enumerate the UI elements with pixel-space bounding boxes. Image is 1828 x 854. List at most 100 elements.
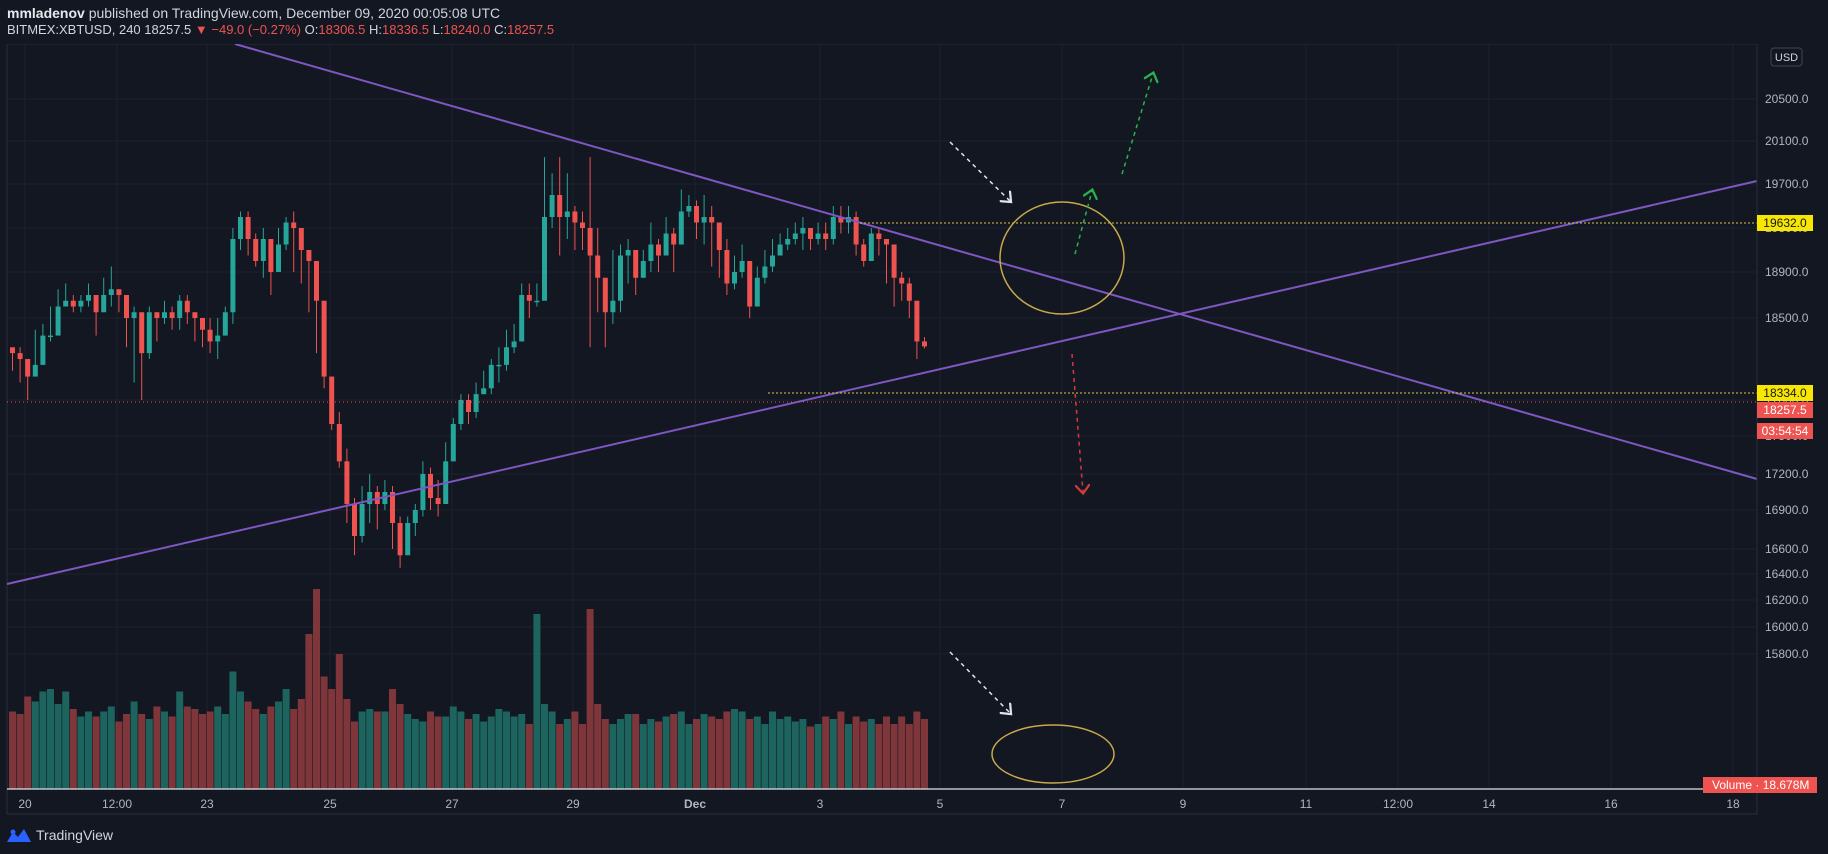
volume-bar xyxy=(191,709,199,789)
candle-body xyxy=(215,335,221,342)
volume-bar xyxy=(16,714,24,789)
candle-body xyxy=(542,217,547,301)
candle-body xyxy=(899,277,905,284)
volume-bar xyxy=(373,711,381,789)
volume-bar xyxy=(921,719,928,789)
candle-body xyxy=(101,295,107,313)
volume-label-bg xyxy=(1703,777,1817,793)
price-tags: 19632.0 18334.0 18257.5 03:54:54 USD Volume ·… xyxy=(1703,47,1817,793)
candle-body xyxy=(116,289,122,295)
volume-bar xyxy=(237,691,244,789)
candle-body xyxy=(792,233,798,239)
volume-bar xyxy=(731,709,738,789)
time-tick-label: 5 xyxy=(937,797,944,811)
time-tick-label: 3 xyxy=(817,797,824,811)
author-name[interactable]: mmladenov xyxy=(7,5,85,21)
candle-body xyxy=(694,206,699,223)
open-value: 18306.5 xyxy=(318,22,366,37)
currency-badge-bg[interactable] xyxy=(1770,47,1803,67)
candle-body xyxy=(306,250,312,261)
volume-bar xyxy=(39,691,47,789)
candle-body xyxy=(466,400,471,412)
candle-body xyxy=(633,250,639,278)
price-tag-resistance-bg xyxy=(1757,215,1813,231)
volume-bar xyxy=(563,719,571,789)
price-tag-last: 18257.5 xyxy=(1763,403,1807,417)
candle-body xyxy=(10,347,15,354)
candle-body xyxy=(564,211,570,217)
volume-bar xyxy=(282,689,290,789)
candle-body xyxy=(656,244,661,256)
candle-body xyxy=(450,424,456,462)
price-tick-label: 16600.0 xyxy=(1765,542,1809,556)
volume-bar xyxy=(366,709,374,789)
candle-body xyxy=(724,250,730,284)
volume-bar xyxy=(518,714,526,789)
footer xyxy=(0,818,1828,854)
candle-body xyxy=(131,312,137,318)
candle-body xyxy=(473,394,479,412)
price-ellipse xyxy=(999,201,1125,315)
volume-bar xyxy=(799,719,807,789)
price-tag-last-bg xyxy=(1757,402,1813,418)
volume-bar xyxy=(533,614,541,789)
volume-bar xyxy=(206,711,214,789)
candle-body xyxy=(770,255,775,267)
candle-body xyxy=(618,255,623,301)
tradingview-logo[interactable]: TradingView xyxy=(7,827,113,843)
price-chart[interactable]: 20500.020100.019700.019300.018900.018500… xyxy=(0,44,1828,818)
countdown-tag: 03:54:54 xyxy=(1762,424,1809,438)
candle-body xyxy=(572,211,578,223)
candle-body xyxy=(412,510,418,523)
volume-bar xyxy=(510,716,518,789)
volume-bar xyxy=(662,716,670,789)
volume-bar xyxy=(708,716,716,789)
candle-body xyxy=(397,523,403,556)
volume-bar xyxy=(860,721,868,789)
candle-body xyxy=(732,272,737,284)
published-text: published on TradingView.com, December 0… xyxy=(88,5,501,21)
candle-body xyxy=(739,261,745,272)
volume-bar xyxy=(670,714,678,789)
volume-bar xyxy=(9,711,16,789)
price-tick-label: 16900.0 xyxy=(1765,503,1809,517)
symbol-label[interactable]: BITMEX:XBTUSD, 240 xyxy=(7,22,141,37)
candle-body xyxy=(253,239,259,261)
volume-bar xyxy=(845,724,852,789)
candle-body xyxy=(177,300,183,318)
candle-body xyxy=(40,335,46,365)
candle-body xyxy=(238,217,243,239)
volume-bar xyxy=(867,719,875,789)
price-axis[interactable]: 20500.020100.019700.019300.018900.018500… xyxy=(1756,44,1809,814)
volume-bar xyxy=(62,691,70,789)
volume-bar xyxy=(905,724,913,789)
time-tick-label: 12:00 xyxy=(102,797,132,811)
time-axis[interactable]: 20 12:00 23 25 27 29 Dec 3 5 7 9 11 12:00 14 16 18 xyxy=(7,788,1757,811)
volume-bar xyxy=(472,714,480,789)
candle-body xyxy=(785,239,791,245)
time-tick-label: 11 xyxy=(1300,797,1313,811)
volume-bar xyxy=(275,701,282,789)
time-tick-label: 27 xyxy=(445,797,459,811)
volume-bar xyxy=(419,721,427,789)
candle-body xyxy=(891,244,897,278)
price-tick-label: 20500.0 xyxy=(1765,92,1809,106)
candle-body xyxy=(458,400,464,424)
volume-bar xyxy=(457,711,465,789)
grid-lines xyxy=(7,44,1757,789)
candle-body xyxy=(861,244,867,261)
volume-bar xyxy=(168,716,176,789)
volume-bar xyxy=(769,711,776,789)
volume-bar xyxy=(411,719,419,789)
candle-body xyxy=(709,217,715,223)
price-tick-label: 16200.0 xyxy=(1765,593,1809,607)
currency-badge[interactable]: USD xyxy=(1775,52,1798,64)
volume-bar xyxy=(738,711,746,789)
candle-body xyxy=(70,300,76,307)
candle-body xyxy=(519,295,525,342)
volume-bar xyxy=(427,711,434,789)
last-price: 18257.5 xyxy=(144,22,192,37)
volume-bars xyxy=(9,589,928,789)
candle-body xyxy=(595,255,601,278)
price-tag-resistance: 19632.0 xyxy=(1763,216,1807,230)
